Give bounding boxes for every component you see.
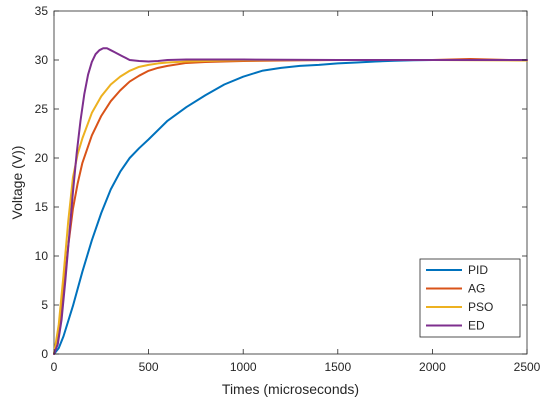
y-axis-ticks: 0 5 10 15 20 25 30 35 — [35, 4, 527, 361]
x-axis-ticks: 0 500 1000 1500 2000 2500 — [51, 11, 541, 374]
y-tick-label: 15 — [35, 200, 49, 214]
y-tick-label: 35 — [35, 4, 49, 18]
legend-label-pso: PSO — [468, 300, 493, 314]
x-tick-label: 1500 — [324, 360, 351, 374]
legend-box — [419, 258, 521, 338]
plot-area — [53, 10, 528, 355]
legend-label-pid: PID — [468, 263, 488, 277]
x-tick-label: 1000 — [230, 360, 257, 374]
legend-label-ed: ED — [468, 319, 485, 333]
series-line-ed — [53, 47, 528, 355]
y-tick-label: 10 — [35, 249, 49, 263]
x-tick-label: 500 — [139, 360, 159, 374]
y-axis-label: Voltage (V)) — [9, 146, 25, 220]
y-tick-label: 20 — [35, 151, 49, 165]
legend: PID AG PSO ED — [419, 258, 521, 338]
y-tick-label: 25 — [35, 102, 49, 116]
legend-label-ag: AG — [468, 282, 485, 296]
y-tick-label: 30 — [35, 53, 49, 67]
x-axis-label: Times (microseconds) — [222, 381, 359, 397]
x-tick-label: 2000 — [419, 360, 446, 374]
x-tick-label: 2500 — [514, 360, 541, 374]
y-tick-label: 0 — [41, 347, 48, 361]
x-tick-label: 0 — [51, 360, 58, 374]
y-tick-label: 5 — [41, 298, 48, 312]
